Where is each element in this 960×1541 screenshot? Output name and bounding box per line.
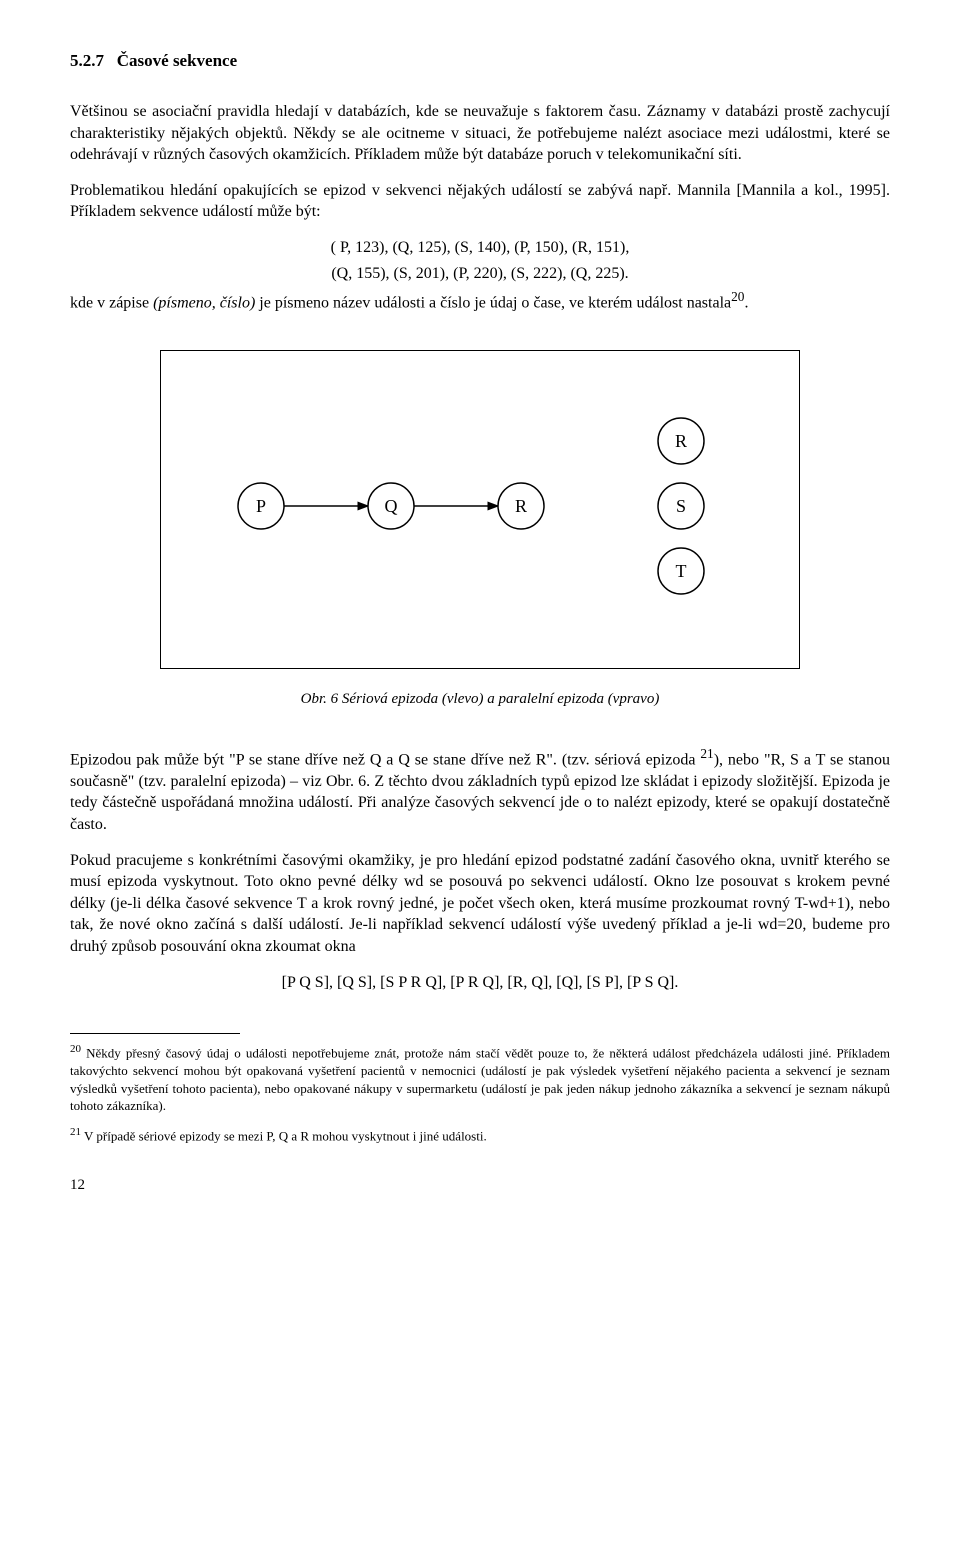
section-number: 5.2.7 xyxy=(70,51,104,70)
paragraph-1: Většinou se asociační pravidla hledají v… xyxy=(70,101,890,166)
section-heading: 5.2.7 Časové sekvence xyxy=(70,50,890,73)
page-number: 12 xyxy=(70,1175,890,1195)
figure-caption: Obr. 6 Sériová epizoda (vlevo) a paralel… xyxy=(70,689,890,709)
svg-text:S: S xyxy=(676,496,686,516)
figure-border: P Q R R S T xyxy=(160,350,800,669)
section-title: Časové sekvence xyxy=(117,51,237,70)
svg-text:T: T xyxy=(676,561,687,581)
footnote-21: 21 V případě sériové epizody se mezi P, … xyxy=(70,1125,890,1145)
sequence-line-1: ( P, 123), (Q, 125), (S, 140), (P, 150),… xyxy=(70,237,890,259)
paragraph-4: Epizodou pak může být "P se stane dříve … xyxy=(70,745,890,836)
paragraph-5: Pokud pracujeme s konkrétními časovými o… xyxy=(70,850,890,958)
windows-line: [P Q S], [Q S], [S P R Q], [P R Q], [R, … xyxy=(70,972,890,994)
sequence-line-2: (Q, 155), (S, 201), (P, 220), (S, 222), … xyxy=(70,263,890,285)
footnote-20: 20 Někdy přesný časový údaj o události n… xyxy=(70,1042,890,1115)
paragraph-2: Problematikou hledání opakujících se epi… xyxy=(70,180,890,223)
figure-6: P Q R R S T Obr. 6 Sériová epizoda (vlevo) a … xyxy=(70,350,890,709)
svg-text:R: R xyxy=(675,431,687,451)
svg-text:P: P xyxy=(256,496,266,516)
footnote-separator xyxy=(70,1033,240,1034)
paragraph-3: kde v zápise (písmeno, číslo) je písmeno… xyxy=(70,288,890,314)
svg-text:R: R xyxy=(515,496,527,516)
svg-text:Q: Q xyxy=(385,496,398,516)
episode-diagram: P Q R R S T xyxy=(201,411,761,601)
